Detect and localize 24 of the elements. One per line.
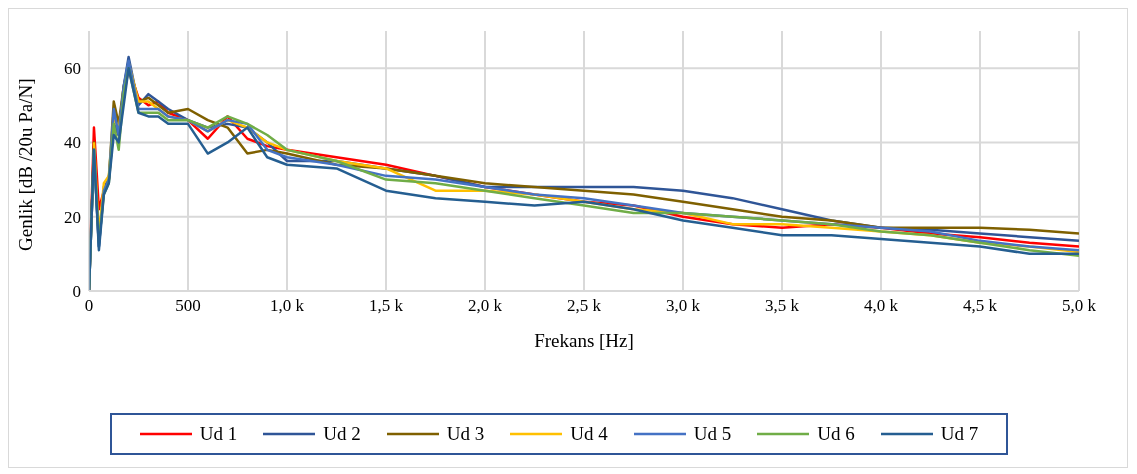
x-tick-label: 4,5 k (963, 296, 998, 316)
y-tick-label: 60 (64, 59, 81, 79)
x-tick-label: 500 (175, 296, 201, 316)
x-tick-label: 4,0 k (864, 296, 899, 316)
x-tick-label: 0 (84, 296, 94, 316)
legend-label: Ud 2 (323, 423, 361, 445)
legend-label: Ud 5 (693, 423, 732, 445)
x-tick-label: 1,0 k (270, 296, 305, 316)
x-tick-label: 5,0 k (1062, 296, 1097, 316)
legend-label: Ud 4 (570, 423, 608, 445)
legend-label: Ud 6 (817, 423, 855, 445)
x-tick-label: 1,5 k (369, 296, 404, 316)
y-axis-title: Genlik [dB /20u Pa/N] (14, 78, 36, 251)
legend-label: Ud 3 (446, 423, 485, 445)
legend-label: Ud 1 (199, 423, 238, 445)
x-tick-label: 3,0 k (666, 296, 701, 316)
y-tick-label: 40 (64, 133, 81, 153)
x-tick-label: 2,5 k (567, 296, 602, 316)
x-tick-label: 2,0 k (468, 296, 503, 316)
y-tick-label: 0 (72, 282, 81, 302)
x-tick-label: 3,5 k (765, 296, 800, 316)
x-axis-title: Frekans [Hz] (534, 330, 634, 351)
legend-label: Ud 7 (940, 423, 979, 445)
y-tick-label: 20 (64, 207, 81, 227)
